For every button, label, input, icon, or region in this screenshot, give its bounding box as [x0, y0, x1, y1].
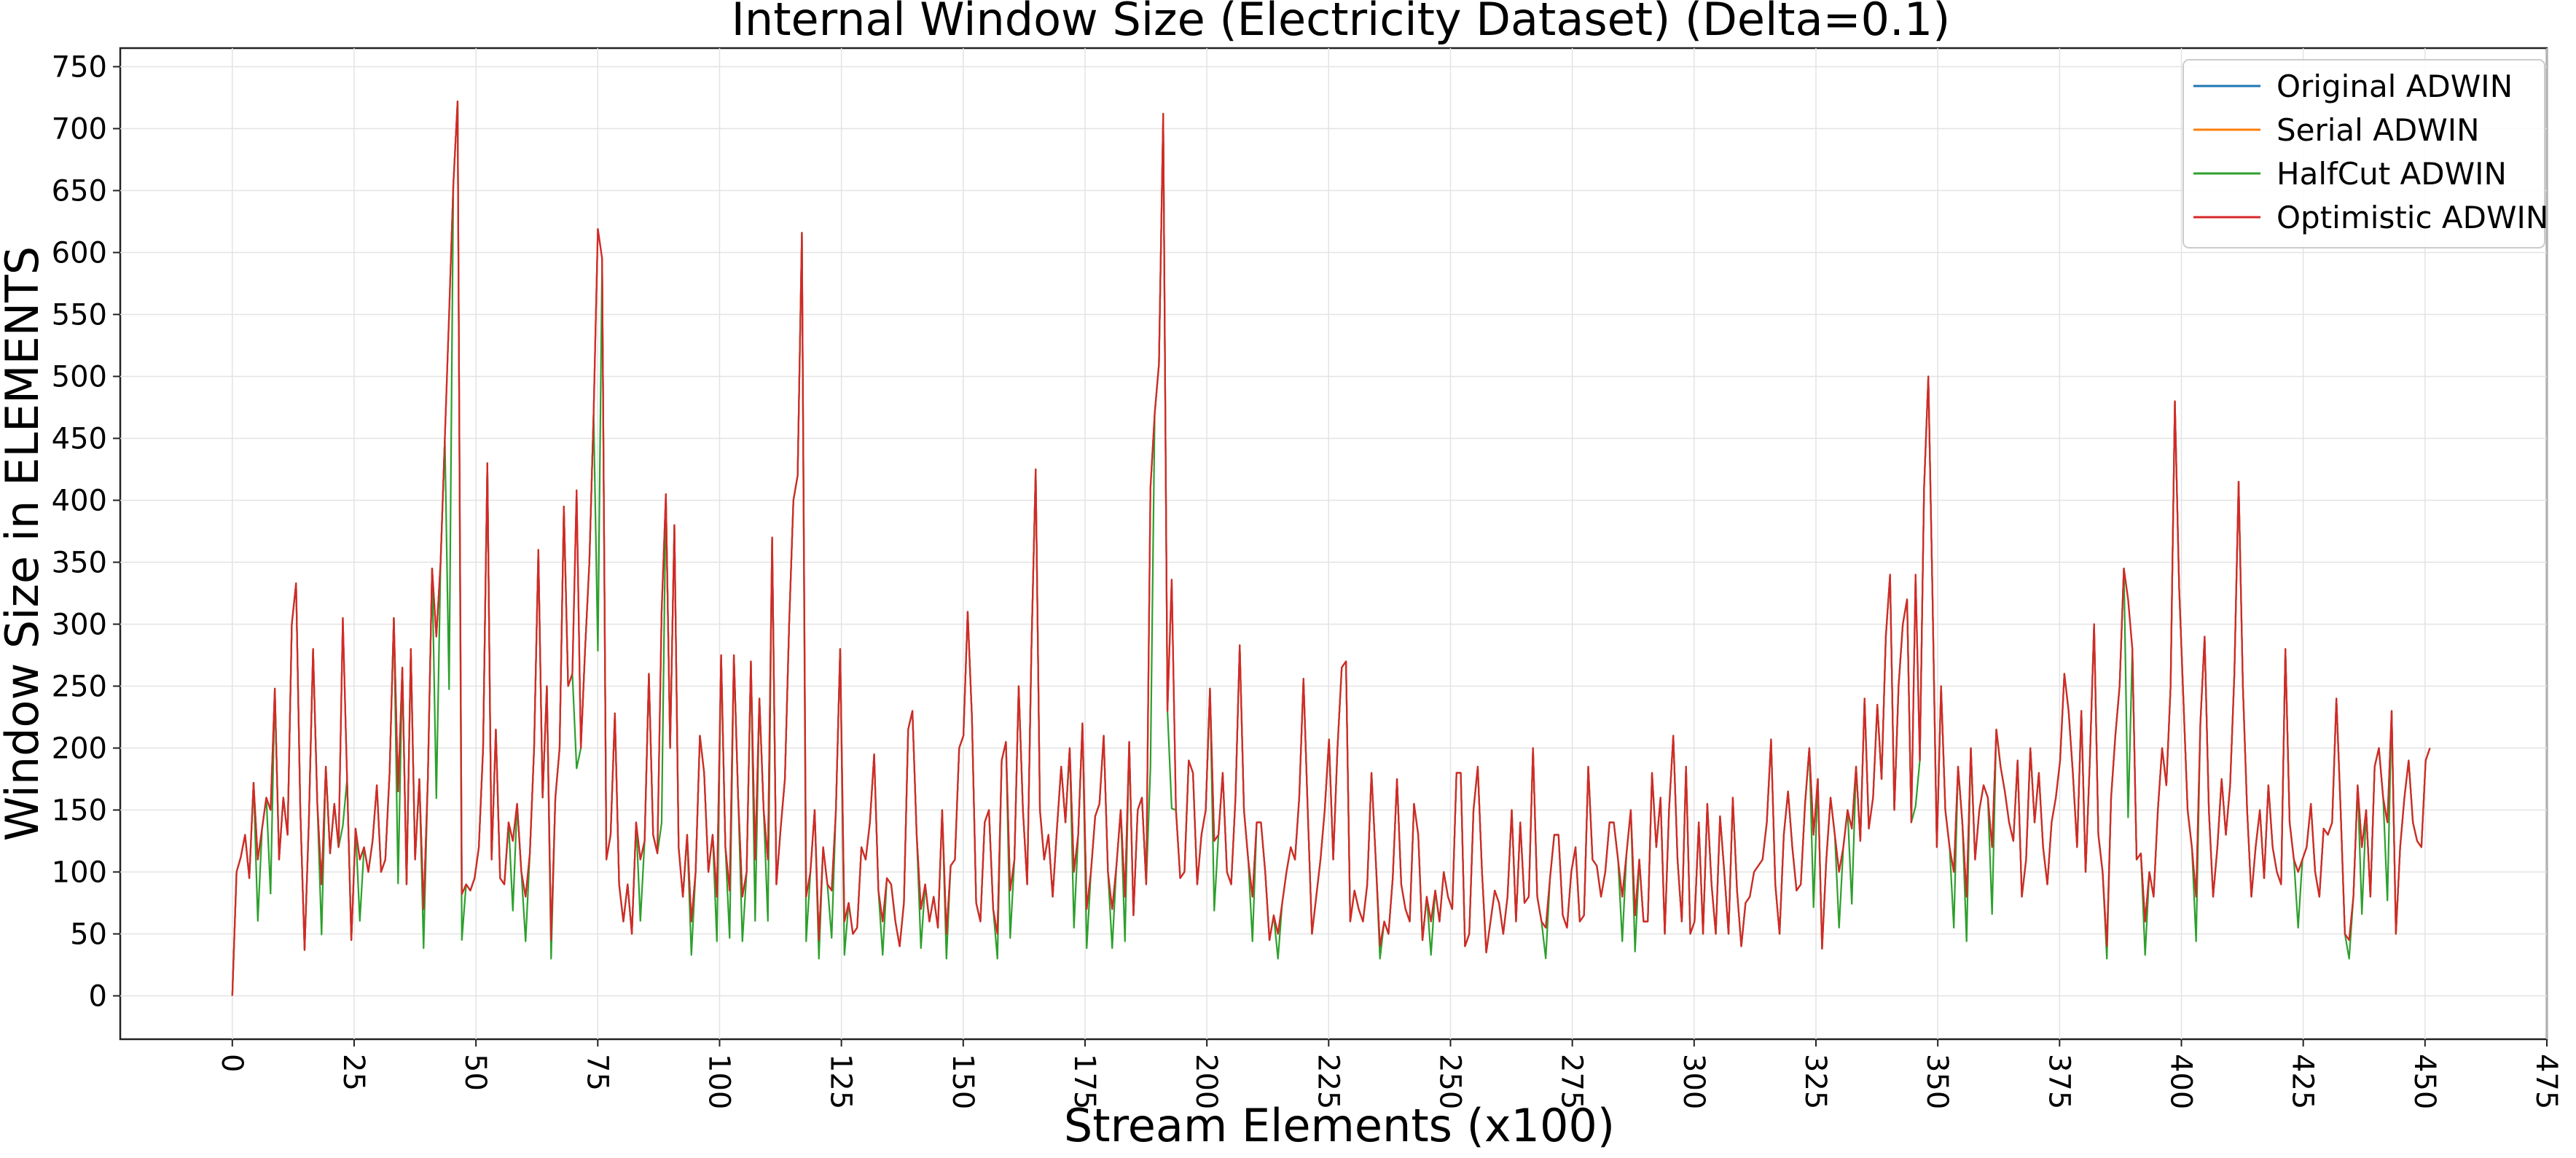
y-tick-label: 200 — [52, 732, 107, 766]
x-tick-label: 250 — [1433, 1054, 1466, 1109]
y-tick-label: 50 — [70, 918, 107, 952]
series-lines — [231, 101, 2431, 996]
series-line-optimistic-adwin — [231, 101, 2431, 996]
y-tick-label: 300 — [52, 609, 107, 642]
x-ticks: 0 25 50 75 100 125 150 175 200 225 250 275 300 325 350… — [215, 1039, 2563, 1109]
x-tick-label: 200 — [1189, 1054, 1223, 1109]
x-tick-label: 475 — [2529, 1054, 2563, 1109]
y-tick-label: 150 — [52, 794, 107, 828]
x-tick-label: 375 — [2042, 1054, 2075, 1109]
x-tick-label: 75 — [580, 1054, 614, 1091]
y-tick-label: 650 — [52, 175, 107, 208]
y-tick-label: 350 — [52, 547, 107, 580]
y-ticks: 0 50 100 150 200 250 300 350 400 450 500 550 600 650 7… — [52, 51, 120, 1014]
x-tick-label: 175 — [1068, 1054, 1101, 1109]
legend-label: Serial ADWIN — [2276, 112, 2480, 148]
legend-label: HalfCut ADWIN — [2276, 156, 2507, 192]
x-axis-label: Stream Elements (x100) — [1064, 1099, 1615, 1152]
y-tick-label: 250 — [52, 670, 107, 704]
y-tick-label: 550 — [52, 299, 107, 332]
x-tick-label: 275 — [1555, 1054, 1589, 1109]
y-tick-label: 600 — [52, 237, 107, 270]
x-tick-label: 450 — [2408, 1054, 2441, 1109]
legend-label: Optimistic ADWIN — [2276, 200, 2548, 235]
x-tick-label: 225 — [1311, 1054, 1344, 1109]
x-tick-label: 425 — [2286, 1054, 2319, 1109]
y-tick-label: 100 — [52, 856, 107, 890]
legend: Original ADWIN Serial ADWIN HalfCut ADWIN O… — [2182, 59, 2548, 249]
grid — [120, 48, 2548, 1039]
legend-label: Original ADWIN — [2276, 69, 2513, 104]
y-tick-label: 750 — [52, 51, 107, 85]
x-tick-label: 325 — [1798, 1054, 1832, 1109]
x-tick-label: 100 — [702, 1054, 735, 1109]
chart-title: Internal Window Size (Electricity Datase… — [732, 0, 1951, 46]
y-tick-label: 450 — [52, 423, 107, 456]
x-tick-label: 25 — [337, 1054, 370, 1091]
x-tick-label: 400 — [2164, 1054, 2197, 1109]
x-tick-label: 150 — [946, 1054, 979, 1109]
x-tick-label: 125 — [824, 1054, 858, 1109]
y-axis-label: Window Size in ELEMENTS — [0, 246, 49, 842]
y-tick-label: 0 — [89, 980, 107, 1014]
x-tick-label: 350 — [1920, 1054, 1954, 1109]
y-tick-label: 400 — [52, 485, 107, 518]
x-tick-label: 0 — [215, 1054, 248, 1072]
x-tick-label: 50 — [458, 1054, 492, 1091]
y-tick-label: 700 — [52, 113, 107, 146]
y-tick-label: 500 — [52, 361, 107, 394]
x-tick-label: 300 — [1677, 1054, 1710, 1109]
legend-box — [2182, 59, 2545, 249]
